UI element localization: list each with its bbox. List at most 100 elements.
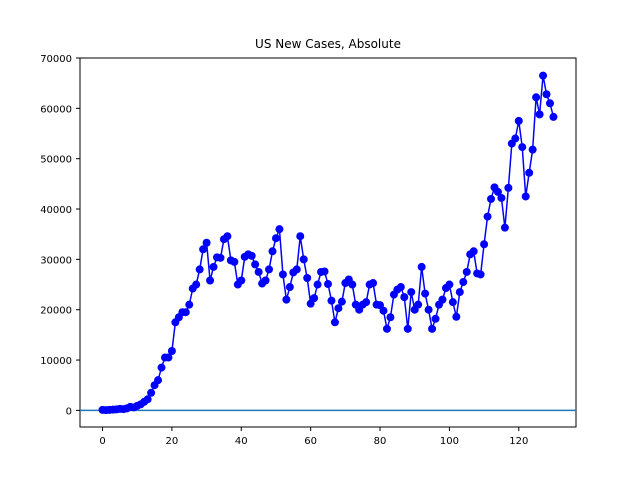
data-point (528, 145, 537, 154)
data-point (438, 295, 447, 304)
data-point (303, 273, 312, 282)
data-point (535, 110, 544, 119)
data-point (428, 324, 437, 333)
data-point (455, 288, 464, 297)
data-point (209, 262, 218, 271)
data-point (330, 318, 339, 327)
x-tick-label: 80 (374, 436, 387, 447)
data-point (539, 71, 548, 80)
data-point (514, 116, 523, 125)
data-point (320, 267, 329, 276)
data-point (459, 278, 468, 287)
data-point (254, 267, 263, 276)
data-point (521, 192, 530, 201)
x-tick-label: 0 (99, 436, 105, 447)
data-point (268, 247, 277, 256)
data-point (400, 293, 409, 302)
data-point (157, 363, 166, 372)
x-tick-label: 20 (166, 436, 179, 447)
data-point (278, 270, 287, 279)
plot-frame (79, 57, 577, 428)
data-point (292, 265, 301, 274)
x-tick-label: 100 (440, 436, 459, 447)
data-point (282, 295, 291, 304)
data-point (265, 265, 274, 274)
data-point (542, 90, 551, 99)
data-point (310, 294, 319, 303)
data-point (285, 283, 294, 292)
data-point (518, 143, 527, 152)
data-point (497, 193, 506, 202)
x-tick-label: 120 (509, 436, 528, 447)
data-point (487, 194, 496, 203)
y-tick-label: 30000 (40, 255, 72, 266)
data-point (216, 253, 225, 262)
data-point (417, 262, 426, 271)
data-point (313, 280, 322, 289)
data-point (362, 298, 371, 307)
data-point (500, 223, 509, 232)
data-point (337, 297, 346, 306)
data-point (424, 305, 433, 314)
data-point (223, 232, 232, 241)
x-tick-label: 60 (304, 436, 317, 447)
data-point (480, 240, 489, 249)
data-point (324, 280, 332, 289)
data-point (379, 306, 388, 315)
data-point (452, 312, 461, 321)
data-point (230, 257, 239, 266)
data-point (181, 308, 190, 317)
data-point (511, 134, 520, 143)
x-tick-label: 40 (235, 436, 248, 447)
y-axis: 0 10000 20000 30000 40000 50000 60000 70000 (40, 54, 80, 417)
data-point (382, 324, 391, 333)
data-point (199, 245, 208, 254)
data-point (445, 280, 454, 289)
y-tick-label: 40000 (40, 205, 72, 216)
data-point (275, 225, 284, 234)
data-point (271, 234, 280, 243)
data-point (202, 238, 211, 247)
data-point (431, 314, 440, 323)
data-point (147, 388, 156, 397)
data-point (525, 168, 534, 177)
y-tick-label: 50000 (40, 155, 72, 166)
data-point (348, 280, 357, 289)
y-tick-label: 60000 (40, 104, 72, 115)
data-point (154, 376, 163, 385)
data-point (532, 93, 541, 102)
data-point (545, 99, 554, 108)
data-point (421, 289, 430, 298)
data-point (386, 313, 395, 322)
data-point (504, 183, 513, 192)
data-point (476, 270, 485, 279)
data-point (396, 283, 405, 292)
y-tick-label: 10000 (40, 356, 72, 367)
data-point (192, 280, 201, 289)
data-point (247, 251, 256, 260)
data-point (327, 296, 336, 305)
data-point (143, 395, 152, 404)
plot-area (79, 57, 577, 428)
data-point (549, 112, 558, 121)
y-tick-label: 70000 (40, 54, 72, 65)
data-point (448, 298, 457, 307)
y-tick-label: 20000 (40, 306, 72, 317)
data-point (369, 279, 378, 288)
data-point (334, 304, 343, 313)
data-point (414, 300, 423, 309)
data-point (299, 255, 308, 264)
data-point (251, 260, 260, 269)
data-point (296, 232, 305, 241)
data-point (403, 324, 412, 333)
data-point (469, 247, 478, 256)
data-point (185, 300, 194, 309)
data-point (462, 267, 471, 276)
data-point (167, 346, 176, 355)
data-point (407, 288, 416, 297)
chart-title: US New Cases, Absolute (255, 37, 401, 51)
x-axis: 0 20 40 60 80 100 120 (99, 427, 528, 447)
series-layer (98, 71, 558, 415)
data-point (206, 276, 215, 285)
